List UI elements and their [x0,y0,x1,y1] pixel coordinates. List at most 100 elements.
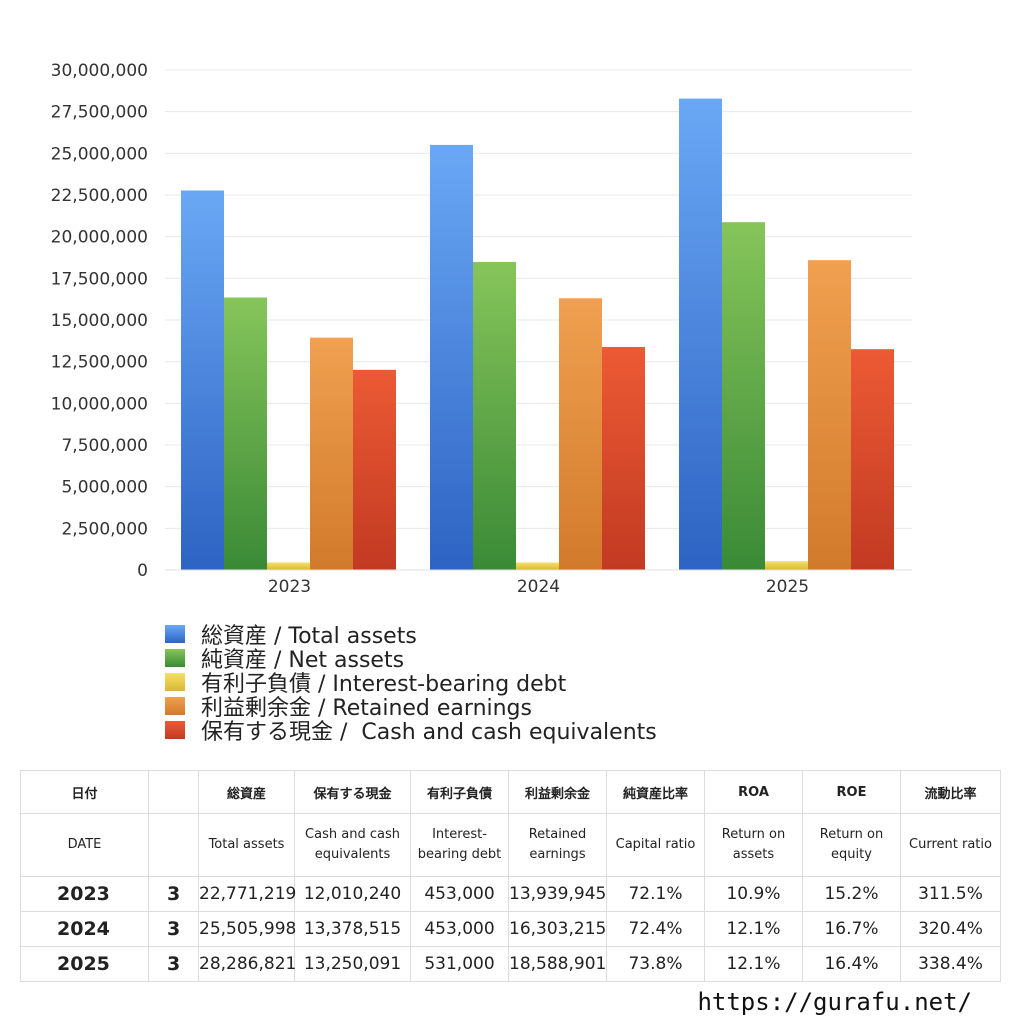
table-cell: 13,378,515 [294,911,411,947]
table-header-en-cell: Cash and cash equivalents [294,813,411,877]
table-cell: 72.1% [606,876,705,912]
table-cell: 10.9% [704,876,803,912]
y-tick-label: 5,000,000 [61,478,148,498]
table-header-jp-cell: 利益剰余金 [508,770,607,814]
legend-swatch [165,721,185,739]
bar-2024-series-4 [602,347,645,570]
table-cell: 2023 [20,876,149,912]
bar-2023-series-3 [310,337,353,570]
bar-2024-series-3 [559,298,602,570]
legend-item: 保有する現金 / Cash and cash equivalents [165,718,657,745]
table-cell: 16,303,215 [508,911,607,947]
legend-item: 有利子負債 / Interest-bearing debt [165,670,657,697]
legend-item: 純資産 / Net assets [165,646,657,673]
table-cell: 72.4% [606,911,705,947]
legend-swatch [165,649,185,667]
y-tick-label: 20,000,000 [51,228,148,248]
table-header-en-cell: Capital ratio [606,813,705,877]
y-axis-ticks: 0 2,500,000 5,000,000 7,500,000 10,000,000 12… [51,61,148,581]
table-header-en-cell: DATE [20,813,149,877]
table-header-en-cell: Total assets [198,813,295,877]
legend-label: 総資産 / Total assets [201,624,417,649]
table-cell: 16.7% [802,911,901,947]
table-cell: 453,000 [410,911,509,947]
bar-2023-series-1 [224,297,267,570]
data-table: 日付 総資産 保有する現金 有利子負債 利益剰余金 純資産比率 ROA ROE 流動比率 DAT… [20,770,1001,982]
table-header-en-cell: Return on equity [802,813,901,877]
table-header-jp-cell: 保有する現金 [294,770,411,814]
bar-2023-series-2 [267,562,310,570]
legend-label: 純資産 / Net assets [201,648,405,673]
table-header-jp-cell: 総資産 [198,770,295,814]
legend-label: 有利子負債 / Interest-bearing debt [201,672,567,697]
table-cell: 18,588,901 [508,946,607,982]
bar-chart: 0 2,500,000 5,000,000 7,500,000 10,000,000 12… [51,61,912,597]
y-tick-label: 2,500,000 [61,519,148,539]
y-tick-label: 10,000,000 [51,394,148,414]
legend-swatch [165,625,185,643]
table-header-en: DATE Total assets Cash and cash equivalent… [20,813,1001,877]
x-tick-label: 2024 [517,577,560,597]
y-tick-label: 12,500,000 [51,353,148,373]
table-cell: 3 [148,876,199,912]
table-header-jp-cell: ROE [802,770,901,814]
table-cell: 531,000 [410,946,509,982]
table-cell: 453,000 [410,876,509,912]
table-header-en-cell: Current ratio [900,813,1001,877]
table-cell: 2025 [20,946,149,982]
footer-url: https://gurafu.net/ [697,988,972,1016]
table-row: 2025 3 28,286,821 13,250,091 531,000 18,588,9… [20,946,1001,982]
bar-2024-series-1 [473,262,516,570]
table-header-jp-cell: 有利子負債 [410,770,509,814]
table-header-en-cell: Interest-bearing debt [410,813,509,877]
table-header-en-cell: Retained earnings [508,813,607,877]
table-cell: 12.1% [704,911,803,947]
table-header-jp: 日付 総資産 保有する現金 有利子負債 利益剰余金 純資産比率 ROA ROE 流動比率 [20,770,1001,814]
grid-lines [165,69,912,571]
table-header-jp-cell: 流動比率 [900,770,1001,814]
table-cell: 28,286,821 [198,946,296,982]
table-header-jp-cell: ROA [704,770,803,814]
bars [181,98,894,571]
table-cell: 13,250,091 [294,946,411,982]
bar-2025-series-4 [851,349,894,570]
legend-item: 総資産 / Total assets [165,622,657,649]
y-tick-label: 27,500,000 [51,103,148,123]
table-cell: 3 [148,911,199,947]
table-cell: 15.2% [802,876,901,912]
x-tick-label: 2023 [268,577,311,597]
y-tick-label: 0 [137,561,148,581]
bar-2025-series-0 [679,98,722,571]
table-cell: 13,939,945 [508,876,607,912]
table-cell: 311.5% [900,876,1001,912]
y-tick-label: 17,500,000 [51,269,148,289]
y-tick-label: 7,500,000 [61,436,148,456]
x-axis-ticks: 2023 2024 2025 [165,569,912,597]
table-cell: 2024 [20,911,149,947]
legend-label: 保有する現金 / Cash and cash equivalents [201,720,657,745]
table-cell: 25,505,998 [198,911,296,947]
y-tick-label: 25,000,000 [51,144,148,164]
table-header-en-cell: Return on assets [704,813,803,877]
table-cell: 16.4% [802,946,901,982]
y-tick-label: 30,000,000 [51,61,148,81]
bar-2023-series-4 [353,369,396,570]
bar-2024-series-2 [516,562,559,570]
table-cell: 12,010,240 [294,876,411,912]
table-cell: 3 [148,946,199,982]
bar-2025-series-2 [765,561,808,570]
y-tick-label: 22,500,000 [51,186,148,206]
table-header-en-cell [148,813,199,877]
table-row: 2023 3 22,771,219 12,010,240 453,000 13,939,9… [20,876,1001,912]
bar-2023-series-0 [181,190,224,571]
table-row: 2024 3 25,505,998 13,378,515 453,000 16,303,2… [20,911,1001,947]
table-header-jp-cell: 日付 [20,770,149,814]
table-cell: 12.1% [704,946,803,982]
table-cell: 22,771,219 [198,876,296,912]
legend: 総資産 / Total assets 純資産 / Net assets 有利子負債 … [165,622,657,745]
y-tick-label: 15,000,000 [51,311,148,331]
legend-swatch [165,673,185,691]
bar-2025-series-3 [808,260,851,570]
table-cell: 338.4% [900,946,1001,982]
legend-label: 利益剰余金 / Retained earnings [201,696,532,721]
